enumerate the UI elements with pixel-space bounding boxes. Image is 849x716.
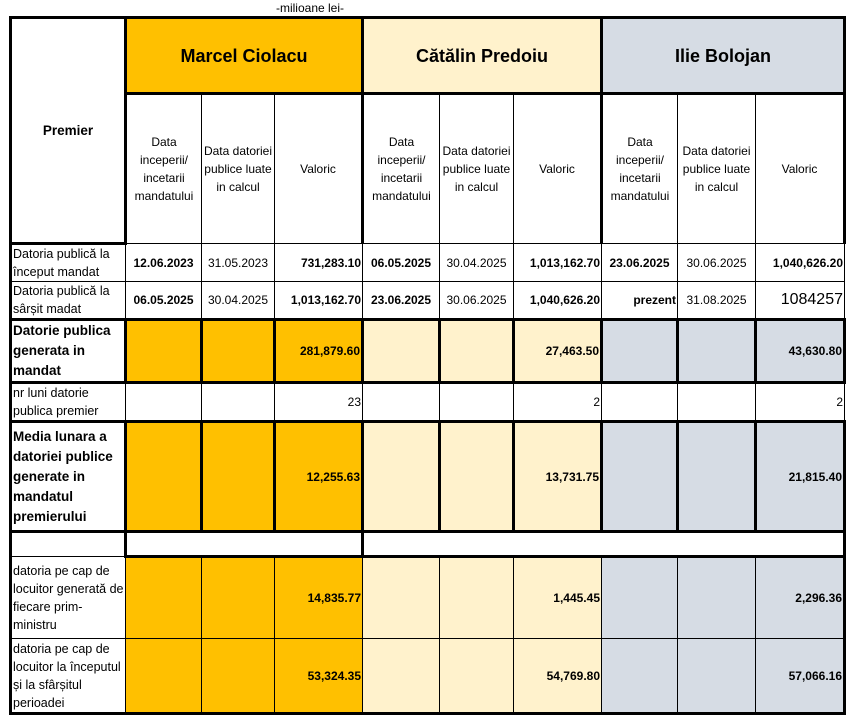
row-label: Datoria publică la început mandat <box>9 243 126 282</box>
empty-cell <box>361 530 846 558</box>
cell: 06.05.2025 <box>125 281 202 320</box>
empty-cell <box>9 531 126 557</box>
subcol-value: Valoric <box>274 93 364 244</box>
cell: 1,040,626.20 <box>513 281 602 320</box>
row-label: nr luni datorie publica premier <box>9 382 126 422</box>
subcol-debt-date: Data datoriei publice luate in calcul <box>201 93 275 244</box>
premier-header: Premier <box>9 16 127 245</box>
empty-cell <box>361 318 441 384</box>
row-label: datoria pe cap de locuitor generată de f… <box>9 556 126 639</box>
cell: 27,463.50 <box>512 318 603 384</box>
empty-cell <box>438 420 515 533</box>
empty-cell <box>124 420 203 533</box>
empty-cell <box>676 318 757 384</box>
empty-cell <box>362 382 440 422</box>
subcol-value: Valoric <box>513 93 603 244</box>
empty-cell <box>201 638 275 715</box>
empty-cell <box>124 318 203 384</box>
cell: 12.06.2023 <box>125 243 202 282</box>
empty-cell <box>439 382 514 422</box>
empty-cell <box>125 556 202 639</box>
cell: 57,066.16 <box>755 638 846 715</box>
cell: 31.08.2025 <box>677 281 756 320</box>
cell: 1084257 <box>755 281 845 320</box>
subcol-start: Data inceperii/ incetarii mandatului <box>362 93 440 244</box>
cell: 30.06.2025 <box>439 281 514 320</box>
cell: 13,731.75 <box>512 420 603 533</box>
subcol-value: Valoric <box>755 93 846 244</box>
empty-cell <box>676 420 757 533</box>
cell: 12,255.63 <box>273 420 364 533</box>
cell: 30.04.2025 <box>201 281 275 320</box>
empty-cell <box>677 638 756 715</box>
empty-cell <box>125 638 202 715</box>
cell: 06.05.2025 <box>362 243 440 282</box>
subcol-debt-date: Data datoriei publice luate in calcul <box>439 93 514 244</box>
table-row: datoria pe cap de locuitor la începutul … <box>9 638 846 715</box>
empty-cell <box>600 420 679 533</box>
table-row: datoria pe cap de locuitor generată de f… <box>9 556 846 639</box>
empty-cell <box>201 556 275 639</box>
row-label: Datorie publica generata in mandat <box>9 318 127 384</box>
table-row: Datoria publică la început mandat 12.06.… <box>9 243 845 282</box>
cell: 1,013,162.70 <box>274 281 363 320</box>
empty-cell <box>600 318 679 384</box>
empty-cell <box>677 382 756 422</box>
table-row: nr luni datorie publica premier 23 2 2 <box>9 382 845 422</box>
premier-predoiu: Cătălin Predoiu <box>361 16 603 95</box>
cell: 30.04.2025 <box>439 243 514 282</box>
cell: 14,835.77 <box>274 556 363 639</box>
premier-bolojan: Ilie Bolojan <box>600 16 846 95</box>
empty-cell <box>601 638 678 715</box>
cell: 54,769.80 <box>513 638 602 715</box>
cell: 2,296.36 <box>755 556 846 639</box>
table-row: Media lunara a datoriei publice generate… <box>9 420 846 533</box>
empty-cell <box>124 530 364 558</box>
row-label: Datoria publică la sârșit madat <box>9 281 126 320</box>
cell: 21,815.40 <box>754 420 846 533</box>
empty-cell <box>362 638 440 715</box>
cell: 2 <box>755 382 845 422</box>
empty-cell <box>439 638 514 715</box>
empty-cell <box>438 318 515 384</box>
empty-cell <box>439 556 514 639</box>
cell: 23.06.2025 <box>362 281 440 320</box>
cell: 2 <box>513 382 602 422</box>
row-label: Media lunara a datoriei publice generate… <box>9 420 127 533</box>
cell: 281,879.60 <box>273 318 364 384</box>
empty-cell <box>361 420 441 533</box>
cell: 23 <box>274 382 363 422</box>
empty-cell <box>362 556 440 639</box>
empty-cell <box>200 420 276 533</box>
empty-cell <box>125 382 202 422</box>
subcol-start: Data inceperii/ incetarii mandatului <box>125 93 202 244</box>
cell: 31.05.2023 <box>201 243 275 282</box>
cell: 1,445.45 <box>513 556 602 639</box>
cell: prezent <box>601 281 678 320</box>
spacer-row <box>9 530 846 558</box>
premier-ciolacu: Marcel Ciolacu <box>124 16 364 95</box>
subcol-start: Data inceperii/ incetarii mandatului <box>601 93 678 244</box>
cell: 1,013,162.70 <box>513 243 602 282</box>
empty-cell <box>201 382 275 422</box>
table-row: Datorie publica generata in mandat 281,8… <box>9 318 846 384</box>
cell: 23.06.2025 <box>601 243 678 282</box>
cell: 53,324.35 <box>274 638 363 715</box>
empty-cell <box>601 382 678 422</box>
cell: 731,283.10 <box>274 243 363 282</box>
row-label: datoria pe cap de locuitor la începutul … <box>9 638 126 715</box>
empty-cell <box>200 318 276 384</box>
empty-cell <box>601 556 678 639</box>
cell: 1,040,626.20 <box>755 243 845 282</box>
cell: 43,630.80 <box>754 318 846 384</box>
public-debt-table: Premier Marcel Ciolacu Cătălin Predoiu I… <box>9 16 846 715</box>
cell: 30.06.2025 <box>677 243 756 282</box>
table-row: Datoria publică la sârșit madat 06.05.20… <box>9 281 845 320</box>
subcol-debt-date: Data datoriei publice luate in calcul <box>677 93 756 244</box>
empty-cell <box>677 556 756 639</box>
units-caption: -milioane lei- <box>275 1 345 15</box>
